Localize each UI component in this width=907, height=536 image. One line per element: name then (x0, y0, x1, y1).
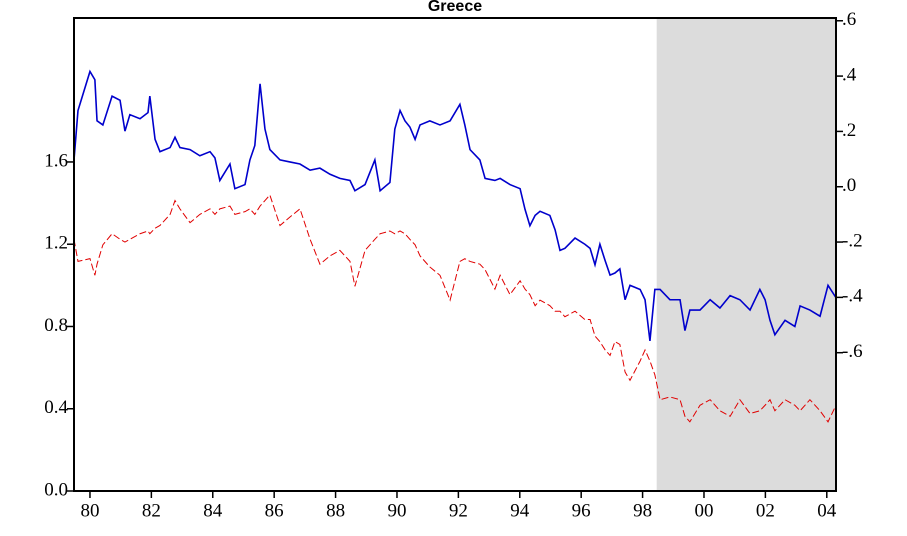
y-tick-label: 0.0 (44, 479, 68, 500)
y-tick-label: 1.2 (44, 233, 68, 254)
y-tick-label: 1.6 (44, 150, 68, 171)
x-tick-label: 86 (265, 500, 284, 521)
x-tick-label: 04 (817, 500, 837, 521)
x-tick-label: 90 (387, 500, 406, 521)
y2-tick-label: .4 (842, 64, 857, 85)
y2-tick-label: .2 (842, 120, 856, 141)
x-tick-label: 80 (80, 500, 99, 521)
y-tick-label: 0.4 (44, 397, 68, 418)
x-tick-label: 84 (203, 500, 223, 521)
series-line (73, 194, 837, 423)
x-tick-label: 92 (449, 500, 468, 521)
series-line (73, 69, 837, 341)
y2-tick-label: -.4 (842, 286, 863, 307)
x-tick-label: 82 (142, 500, 161, 521)
chart-title: Greece (428, 0, 482, 15)
y2-tick-label: .6 (842, 9, 856, 30)
x-tick-label: 94 (510, 500, 530, 521)
y-tick-label: 0.8 (44, 315, 68, 336)
shaded-region (656, 18, 836, 491)
x-tick-label: 98 (633, 500, 652, 521)
x-tick-label: 02 (756, 500, 775, 521)
plot-frame (73, 17, 837, 492)
y2-tick-label: -.2 (842, 230, 863, 251)
x-tick-label: 96 (572, 500, 591, 521)
y2-tick-label: .0 (842, 175, 856, 196)
x-tick-label: 88 (326, 500, 345, 521)
x-tick-label: 00 (694, 500, 713, 521)
y2-tick-label: -.6 (842, 341, 863, 362)
